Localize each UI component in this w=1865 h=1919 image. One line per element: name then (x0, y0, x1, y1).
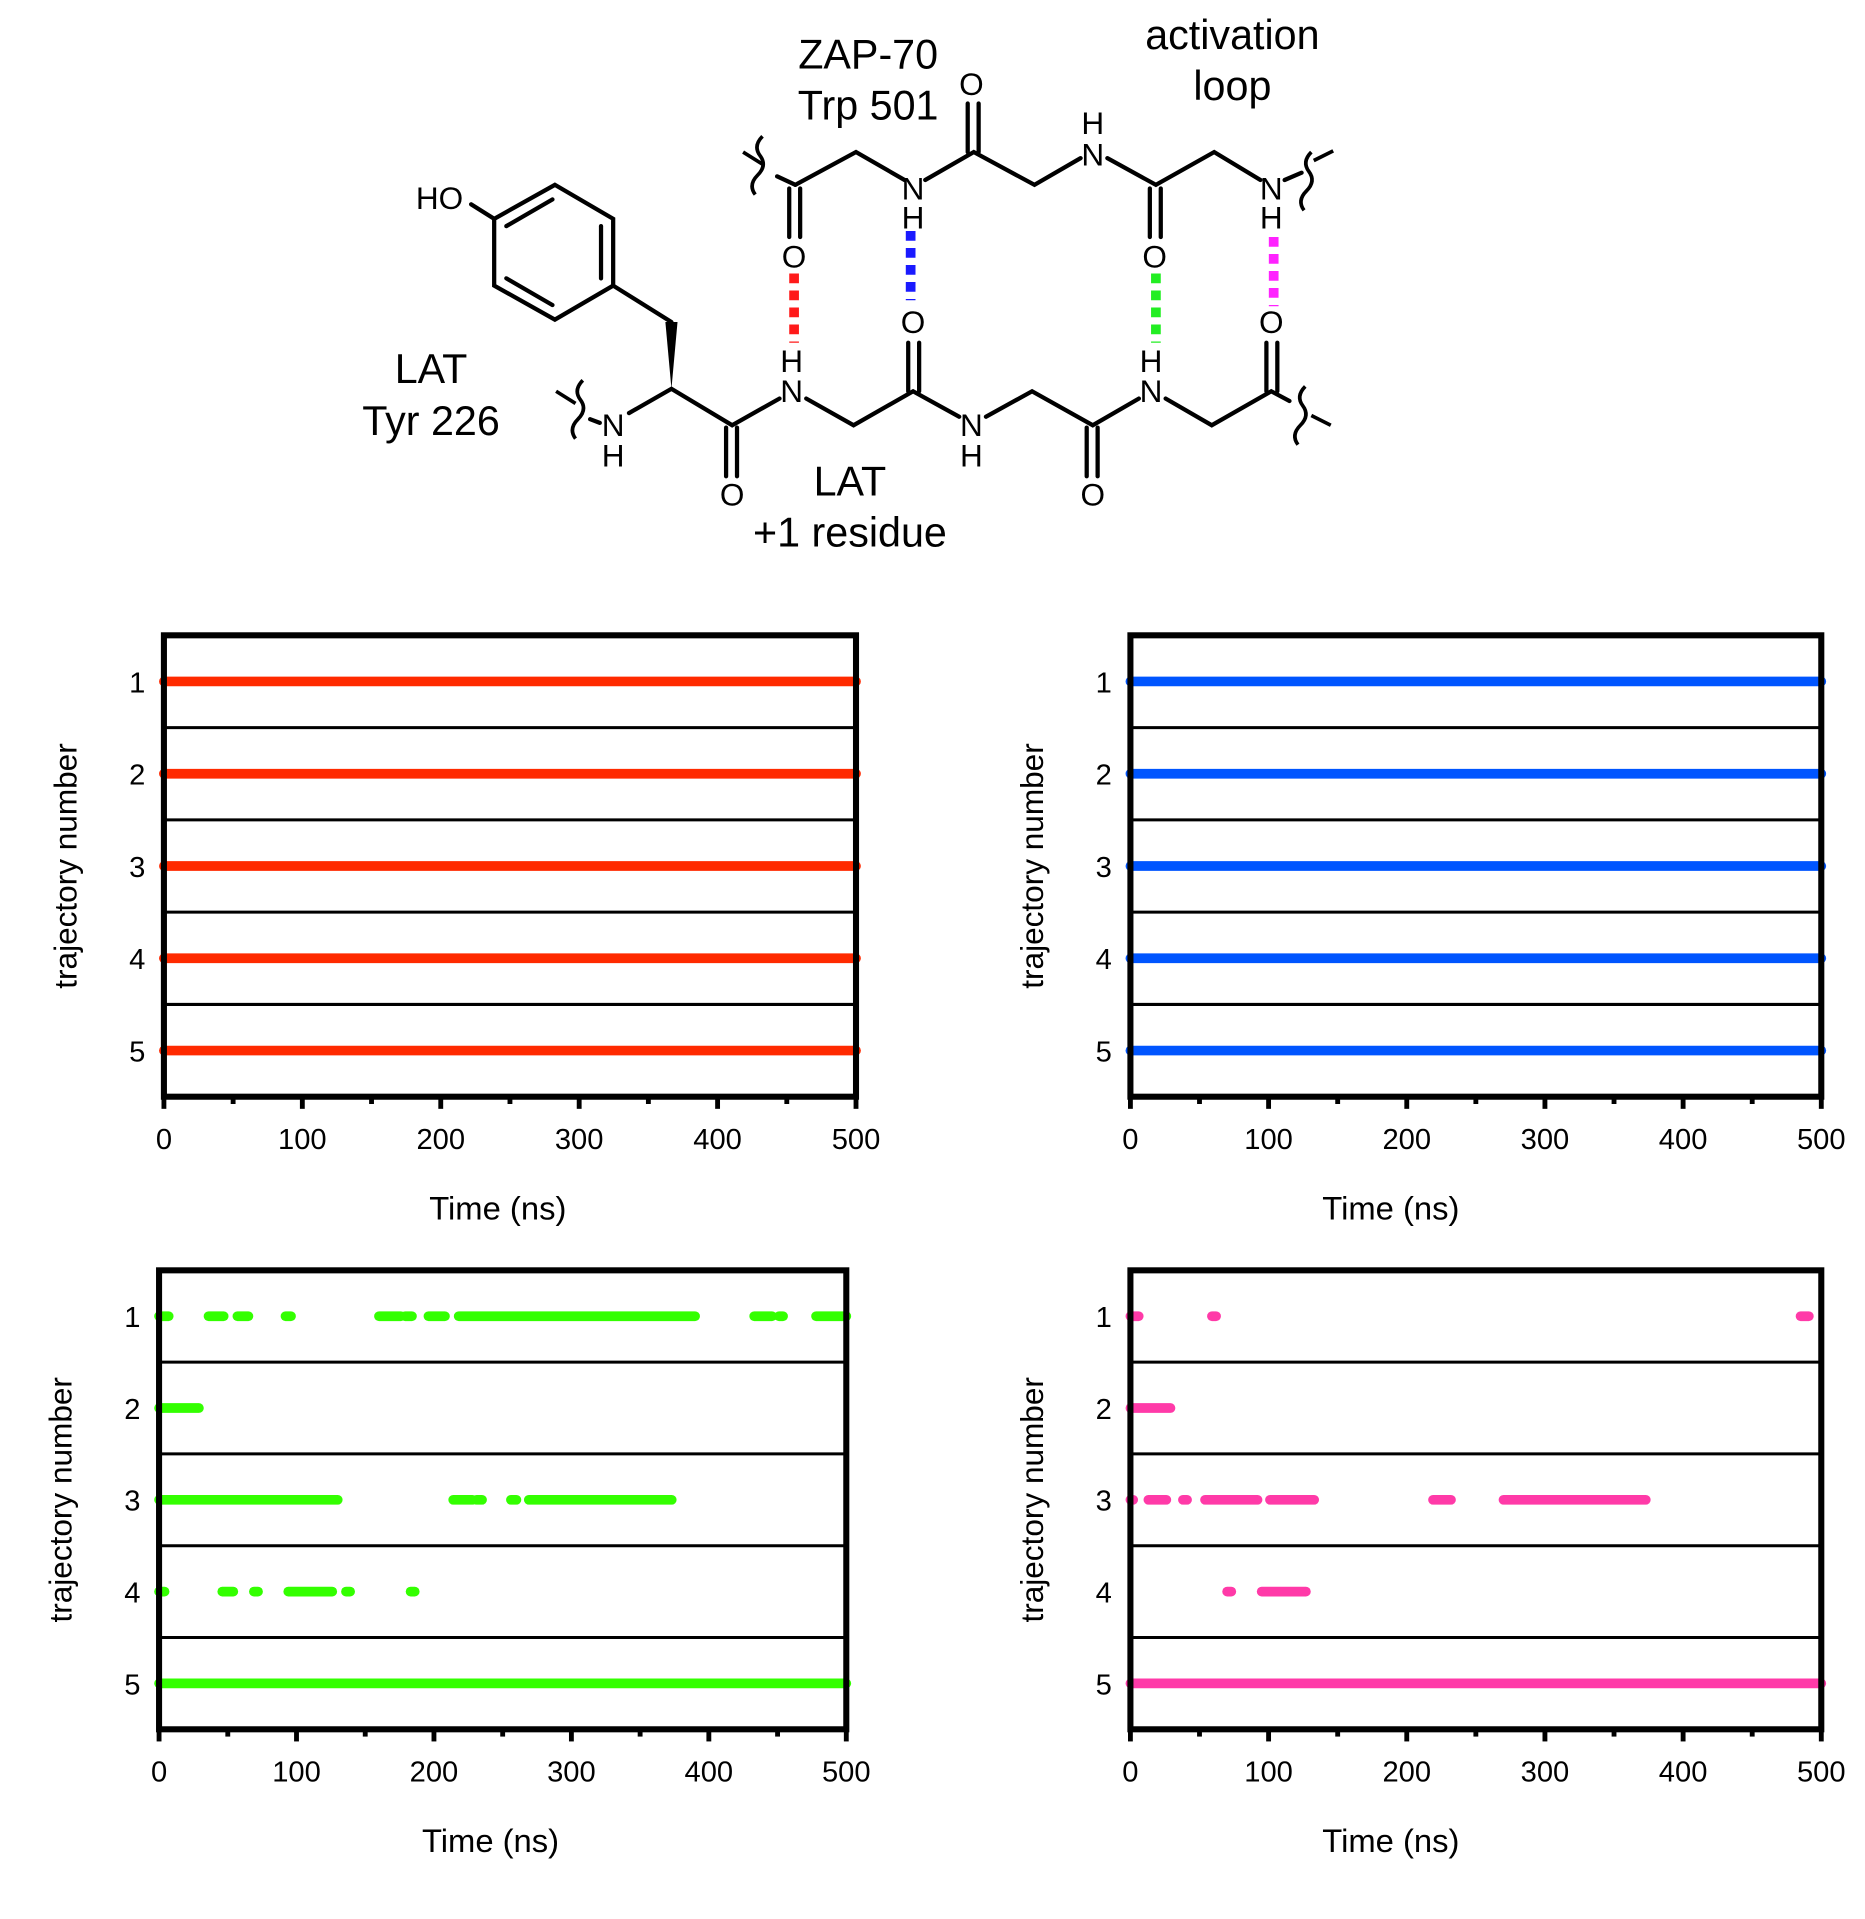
atom-h: H (960, 438, 983, 474)
atom-n: N (780, 373, 803, 409)
atom-h: H (602, 438, 625, 474)
label-activation: activation (1145, 12, 1319, 58)
plot-panel-4: 1 2 3 4 5 0 100 200 300 400 500 Time (ns) trajectory… (1014, 1267, 1846, 1859)
x-tick-label: 0 (1122, 1124, 1138, 1156)
atom-h: H (780, 343, 803, 379)
atom-n: N (602, 407, 625, 443)
y-tick-label: 5 (129, 1036, 145, 1068)
atom-h: H (1260, 200, 1283, 236)
x-axis-label: Time (ns) (422, 1822, 559, 1859)
label-plus1-residue: +1 residue (753, 510, 947, 556)
plot-panel-3: 1 2 3 4 5 0 100 200 300 400 500 Time (ns) trajectory… (43, 1267, 871, 1859)
y-tick-label: 2 (129, 760, 145, 792)
plot-panel-1: 1 2 3 4 5 0 100 200 300 400 500 Time (ns) trajectory… (47, 632, 881, 1226)
atom-ho: HO (416, 180, 463, 216)
atom-o: O (782, 238, 807, 274)
y-tick-label: 3 (129, 852, 145, 884)
x-tick-label: 200 (416, 1124, 465, 1156)
axes-frame (1127, 632, 1825, 1100)
y-tick-label: 5 (1096, 1036, 1112, 1068)
label-zap70: ZAP-70 (798, 31, 938, 77)
x-tick-label: 400 (1659, 1124, 1708, 1156)
x-tick-label: 300 (1521, 1757, 1570, 1789)
x-tick-label: 200 (1382, 1124, 1431, 1156)
x-axis-label: Time (ns) (1322, 1189, 1459, 1226)
x-tick-label: 200 (1382, 1757, 1431, 1789)
y-tick-label: 4 (1096, 1578, 1112, 1610)
x-tick-label: 300 (1521, 1124, 1570, 1156)
atom-n: N (1081, 136, 1104, 172)
y-tick-label: 4 (124, 1578, 140, 1610)
atom-o: O (901, 304, 926, 340)
y-tick-label: 2 (1096, 1394, 1112, 1426)
atom-o: O (720, 476, 745, 512)
x-tick-label: 0 (1122, 1757, 1138, 1789)
atom-o: O (959, 66, 984, 102)
wavy-bond-icons (555, 134, 1334, 446)
atom-n: N (1260, 170, 1283, 206)
y-tick-label: 3 (124, 1486, 140, 1518)
label-trp501: Trp 501 (798, 82, 939, 128)
atom-n: N (902, 170, 925, 206)
x-tick-label: 100 (1244, 1124, 1293, 1156)
x-tick-label: 500 (832, 1124, 881, 1156)
atom-o: O (1142, 238, 1167, 274)
y-tick-label: 2 (1096, 760, 1112, 792)
x-tick-label: 500 (1797, 1757, 1846, 1789)
axes-frame (160, 632, 860, 1100)
y-tick-label: 1 (1096, 1302, 1112, 1334)
label-lat-left: LAT (395, 346, 468, 392)
plot-panel-2: 1 2 3 4 5 0 100 200 300 400 500 Time (ns) trajectory… (1014, 632, 1846, 1226)
atoms: O H N N H N H O O O O H N H N N H N H O … (602, 66, 1284, 512)
y-tick-label: 5 (124, 1669, 140, 1701)
x-tick-label: 500 (1797, 1124, 1846, 1156)
atom-n: N (1140, 373, 1163, 409)
atom-h: H (1081, 105, 1104, 141)
y-tick-label: 1 (1096, 667, 1112, 699)
atom-h: H (1140, 343, 1163, 379)
atom-h: H (902, 200, 925, 236)
top-strand-bonds (774, 101, 1304, 240)
y-axis-label: trajectory number (1014, 1377, 1050, 1622)
atom-o: O (1259, 304, 1284, 340)
x-tick-label: 300 (547, 1757, 596, 1789)
chemical-structure: ZAP-70 Trp 501 activation loop LAT Tyr 2… (362, 12, 1334, 556)
wedge-bond (665, 322, 678, 389)
label-loop: loop (1193, 63, 1271, 109)
y-tick-label: 3 (1096, 852, 1112, 884)
y-tick-label: 4 (1096, 944, 1112, 976)
x-tick-label: 400 (1659, 1757, 1708, 1789)
x-axis-label: Time (ns) (1322, 1822, 1459, 1859)
x-axis-label: Time (ns) (429, 1189, 566, 1226)
x-tick-label: 400 (693, 1124, 742, 1156)
x-tick-label: 0 (151, 1757, 167, 1789)
label-lat-bottom: LAT (814, 459, 887, 505)
bottom-strand-bonds (587, 283, 1292, 479)
y-axis-label: trajectory number (47, 743, 83, 988)
x-tick-label: 100 (278, 1124, 327, 1156)
x-tick-label: 200 (410, 1757, 459, 1789)
label-tyr226: Tyr 226 (362, 398, 500, 444)
x-tick-label: 0 (156, 1124, 172, 1156)
x-tick-label: 500 (822, 1757, 871, 1789)
x-tick-label: 100 (272, 1757, 321, 1789)
y-tick-label: 5 (1096, 1669, 1112, 1701)
y-axis-label: trajectory number (43, 1377, 79, 1622)
y-tick-label: 1 (129, 667, 145, 699)
atom-o: O (1081, 476, 1106, 512)
x-tick-label: 100 (1244, 1757, 1293, 1789)
y-axis-label: trajectory number (1014, 743, 1050, 988)
hydrogen-bonds (789, 230, 1279, 343)
x-tick-label: 300 (555, 1124, 604, 1156)
y-tick-label: 1 (124, 1302, 140, 1334)
y-tick-label: 3 (1096, 1486, 1112, 1518)
phenol-ring: HO (416, 180, 616, 323)
y-tick-label: 2 (124, 1394, 140, 1426)
y-tick-label: 4 (129, 944, 145, 976)
x-tick-label: 400 (685, 1757, 734, 1789)
atom-n: N (960, 407, 983, 443)
